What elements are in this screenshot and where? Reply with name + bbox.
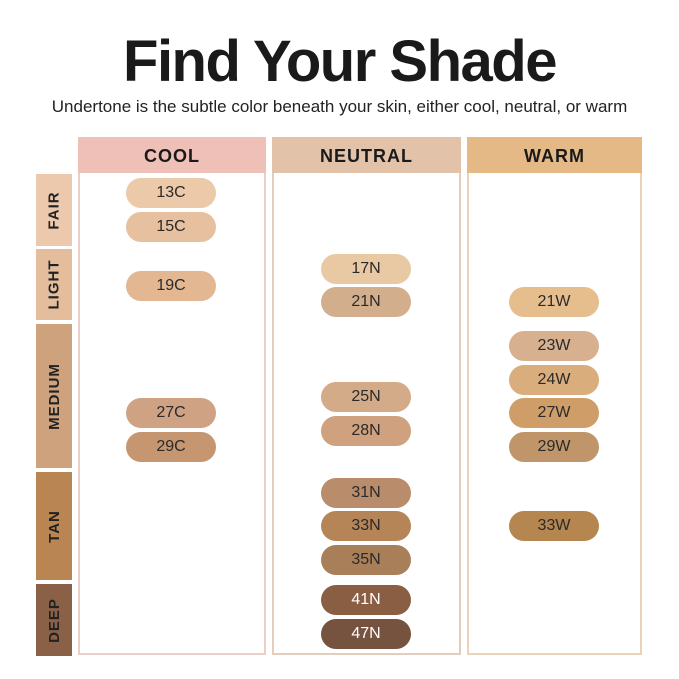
shade-pill[interactable]: 33W [509, 511, 599, 541]
column-cool: COOL [78, 137, 266, 655]
column-warm: WARM [467, 137, 642, 655]
shade-pill[interactable]: 25N [321, 382, 411, 412]
shade-pill[interactable]: 31N [321, 478, 411, 508]
shade-pill[interactable]: 35N [321, 545, 411, 575]
row-deep: DEEP [36, 584, 72, 656]
page-title: Find Your Shade [123, 29, 557, 94]
shade-pill[interactable]: 27W [509, 398, 599, 428]
row-label: MEDIUM [45, 362, 63, 430]
column-neutral: NEUTRAL [272, 137, 461, 655]
shade-pill[interactable]: 15C [126, 212, 216, 242]
row-label: LIGHT [45, 259, 63, 310]
shade-pill[interactable]: 17N [321, 254, 411, 284]
shade-pill[interactable]: 27C [126, 398, 216, 428]
row-light: LIGHT [36, 249, 72, 320]
row-label: DEEP [45, 597, 63, 643]
column-header-neutral: NEUTRAL [272, 137, 461, 173]
shade-pill[interactable]: 21W [509, 287, 599, 317]
shade-pill[interactable]: 29C [126, 432, 216, 462]
column-header-cool: COOL [78, 137, 266, 173]
shade-pill[interactable]: 19C [126, 271, 216, 301]
row-fair: FAIR [36, 174, 72, 246]
shade-pill[interactable]: 29W [509, 432, 599, 462]
shade-pill[interactable]: 47N [321, 619, 411, 649]
row-label: TAN [45, 509, 63, 543]
subtitle: Undertone is the subtle color beneath yo… [51, 97, 628, 116]
shade-pill[interactable]: 13C [126, 178, 216, 208]
row-medium: MEDIUM [36, 324, 72, 468]
shade-pill[interactable]: 41N [321, 585, 411, 615]
shade-pill[interactable]: 33N [321, 511, 411, 541]
shade-pill[interactable]: 23W [509, 331, 599, 361]
column-header-warm: WARM [467, 137, 642, 173]
row-tan: TAN [36, 472, 72, 580]
shade-pill[interactable]: 21N [321, 287, 411, 317]
shade-pill[interactable]: 24W [509, 365, 599, 395]
row-label: FAIR [45, 190, 63, 230]
shade-pill[interactable]: 28N [321, 416, 411, 446]
